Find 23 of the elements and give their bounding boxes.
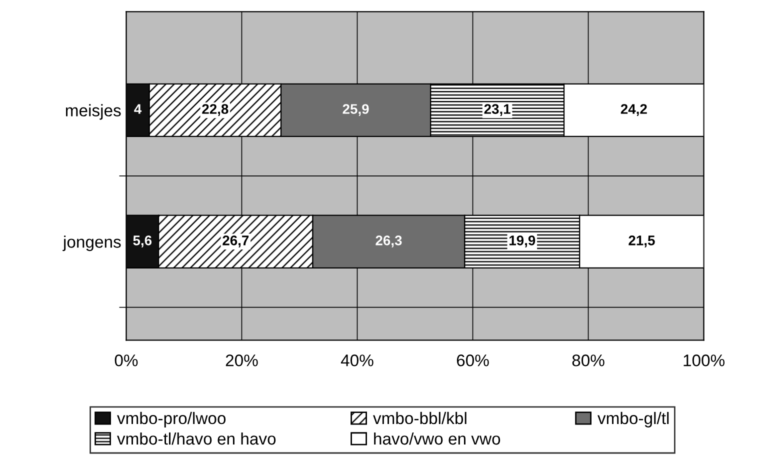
- legend-label: vmbo-tl/havo en havo: [117, 432, 276, 445]
- data-label: 22,8: [202, 104, 228, 116]
- data-label: 21,5: [628, 236, 655, 248]
- data-label: 5,6: [133, 236, 152, 248]
- x-tick-label: 100%: [684, 354, 725, 366]
- legend-label: vmbo-pro/lwoo: [117, 412, 226, 428]
- legend-label: vmbo-bbl/kbl: [373, 412, 466, 424]
- data-label: 19,9: [510, 236, 536, 248]
- x-tick-label: 0%: [114, 354, 138, 366]
- legend-label: vmbo-gl/tl: [598, 412, 669, 428]
- x-tick-label: 20%: [226, 354, 258, 366]
- data-label: 24,2: [620, 104, 647, 116]
- legend-label: havo/vwo en vwo: [374, 432, 500, 445]
- y-tick-label: meisjes: [66, 104, 121, 120]
- data-label: 4: [134, 104, 142, 114]
- data-label: 26,3: [376, 236, 402, 248]
- x-tick-label: 60%: [456, 354, 489, 366]
- y-tick-label: jongens: [62, 236, 121, 252]
- data-label: 25,9: [342, 104, 369, 116]
- data-label: 23,1: [484, 104, 510, 116]
- data-label: 26,7: [222, 236, 249, 248]
- x-tick-label: 80%: [572, 354, 604, 366]
- x-tick-label: 40%: [340, 354, 374, 366]
